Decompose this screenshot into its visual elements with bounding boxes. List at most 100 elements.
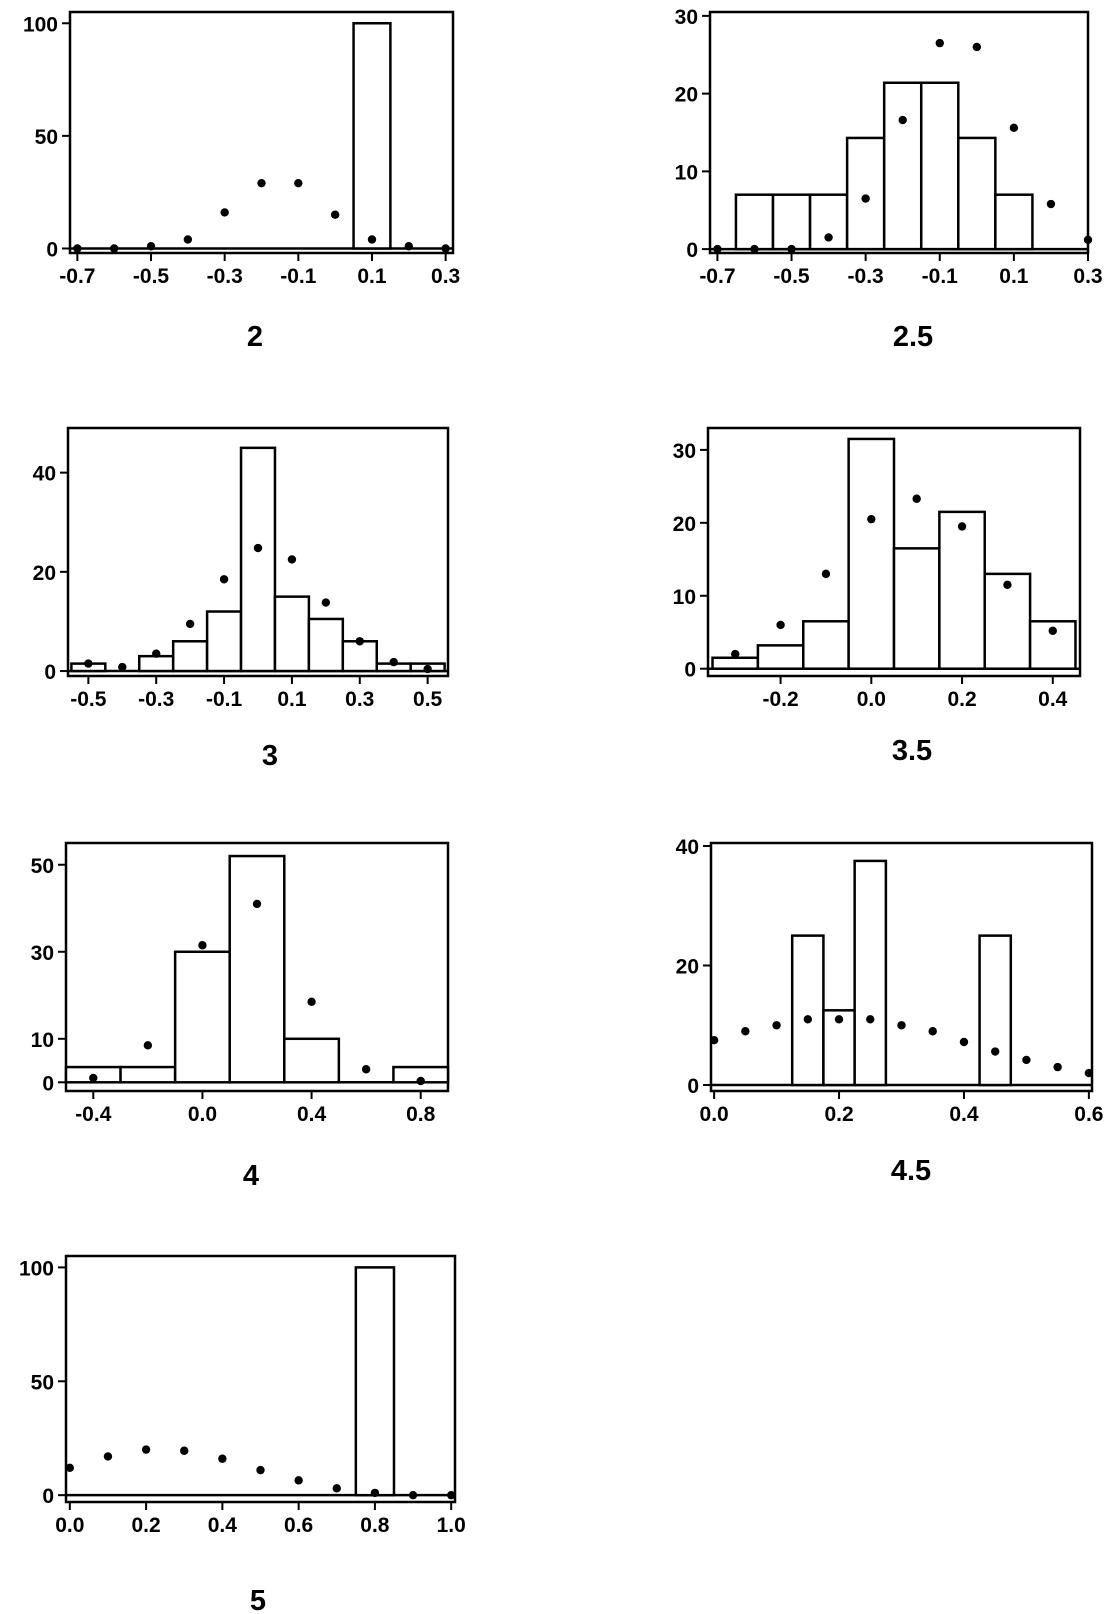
plot-frame	[709, 841, 1094, 1093]
x-tick-label: 0.3	[1073, 265, 1102, 288]
x-tick-label: -0.7	[699, 265, 735, 288]
y-tick-label: 10	[673, 586, 696, 609]
x-tick-label: 0.3	[345, 688, 374, 711]
x-tick-label: -0.3	[848, 265, 884, 288]
panel-title: 2	[247, 321, 263, 353]
density-point	[180, 1446, 189, 1455]
x-tick-label: 0.4	[297, 1103, 327, 1126]
y-tick-label: 100	[23, 13, 58, 36]
x-tick-label: -0.7	[59, 265, 95, 288]
y-tick-label: 0	[42, 1485, 54, 1508]
histogram-bar	[994, 193, 1034, 251]
density-point	[141, 1445, 151, 1454]
density-point	[321, 598, 331, 607]
x-tick-label: 0.1	[277, 688, 307, 711]
y-tick-label: 20	[676, 956, 699, 979]
plot-frame	[708, 10, 1090, 255]
histogram-bar	[734, 193, 775, 251]
panel-4: -0.4 0.0 0.4 0.8 0 10 30 50 4	[31, 841, 450, 1192]
x-tick-label: 0.2	[947, 688, 976, 711]
density-point	[959, 1037, 969, 1047]
density-point	[776, 620, 785, 630]
density-point	[1083, 235, 1093, 244]
x-tick-label: 0.3	[431, 265, 460, 288]
density-point	[89, 1073, 98, 1083]
density-point	[294, 1476, 303, 1485]
density-point	[1053, 1062, 1062, 1072]
density-point	[866, 1015, 875, 1024]
density-point	[834, 1015, 844, 1024]
histogram-bar	[273, 595, 311, 673]
y-tick-label: 10	[675, 161, 698, 184]
density-point	[935, 38, 944, 48]
density-point	[198, 941, 207, 950]
x-tick-label: 1.0	[437, 1514, 466, 1537]
density-point	[861, 194, 870, 203]
panel-4-5: 0.0 0.2 0.4 0.6 0 20 40 4.5	[676, 836, 1104, 1187]
x-tick-label: -0.5	[133, 265, 170, 288]
density-point	[912, 494, 921, 503]
y-tick-label: 50	[31, 1371, 54, 1394]
y-tick-label: 30	[31, 942, 54, 965]
histogram-bar	[354, 1266, 396, 1497]
y-tick-label: 20	[33, 562, 56, 585]
density-point	[897, 1021, 906, 1030]
density-point	[146, 242, 156, 251]
y-tick-label: 0	[44, 661, 56, 684]
density-point	[330, 210, 340, 219]
density-point	[741, 1027, 750, 1036]
x-tick-label: -0.1	[280, 265, 317, 288]
density-point	[1009, 123, 1019, 133]
histogram-bar	[771, 193, 812, 251]
density-point	[183, 235, 193, 244]
x-tick-label: 0.4	[208, 1514, 238, 1537]
density-point	[709, 1036, 719, 1045]
histogram-bar	[983, 572, 1032, 670]
y-tick-label: 40	[676, 836, 699, 859]
density-point	[957, 522, 967, 531]
density-point	[152, 649, 161, 658]
density-point	[803, 1015, 813, 1024]
x-tick-label: 0.2	[131, 1514, 160, 1537]
x-tick-label: 0.4	[949, 1103, 979, 1126]
density-point	[416, 1076, 425, 1086]
density-point	[1048, 626, 1057, 635]
panel-title: 4.5	[891, 1155, 931, 1187]
x-tick-label: -0.5	[70, 688, 107, 711]
density-point	[355, 637, 364, 646]
histogram-bar	[938, 510, 986, 670]
density-point	[332, 1484, 341, 1493]
x-tick-label: 0.8	[406, 1103, 436, 1126]
density-point	[441, 244, 450, 253]
density-point	[73, 244, 82, 253]
x-tick-label: 0.8	[360, 1514, 390, 1537]
histogram-bar	[808, 193, 849, 251]
x-tick-label: -0.3	[207, 265, 243, 288]
density-point	[109, 244, 119, 253]
x-tick-label: 0.1	[357, 265, 387, 288]
density-point	[867, 514, 876, 524]
y-tick-label: 50	[31, 855, 54, 878]
y-tick-label: 0	[686, 239, 698, 262]
y-tick-label: 0	[46, 238, 58, 261]
histogram-bar	[283, 1037, 341, 1084]
histogram-bar	[802, 620, 850, 670]
histogram-bar	[882, 81, 923, 251]
histogram-bar	[341, 640, 379, 673]
density-point	[103, 1452, 113, 1461]
y-tick-label: 0	[687, 1075, 699, 1098]
plot-frame	[64, 1254, 457, 1504]
y-tick-label: 40	[33, 463, 56, 486]
x-tick-label: 0.6	[1074, 1103, 1103, 1126]
density-point	[731, 649, 740, 659]
x-tick-label: 0.1	[999, 265, 1029, 288]
density-point	[713, 244, 722, 254]
plot-frame	[66, 426, 450, 678]
x-tick-label: -0.1	[206, 688, 243, 711]
density-point	[1022, 1055, 1031, 1065]
histogram-bar	[205, 610, 243, 673]
panel-2-5: -0.7 -0.5 -0.3 -0.1 0.1 0.3 0 10 20 30 2.5	[675, 6, 1103, 353]
density-point	[361, 1065, 371, 1074]
x-tick-label: 0.0	[55, 1514, 84, 1537]
